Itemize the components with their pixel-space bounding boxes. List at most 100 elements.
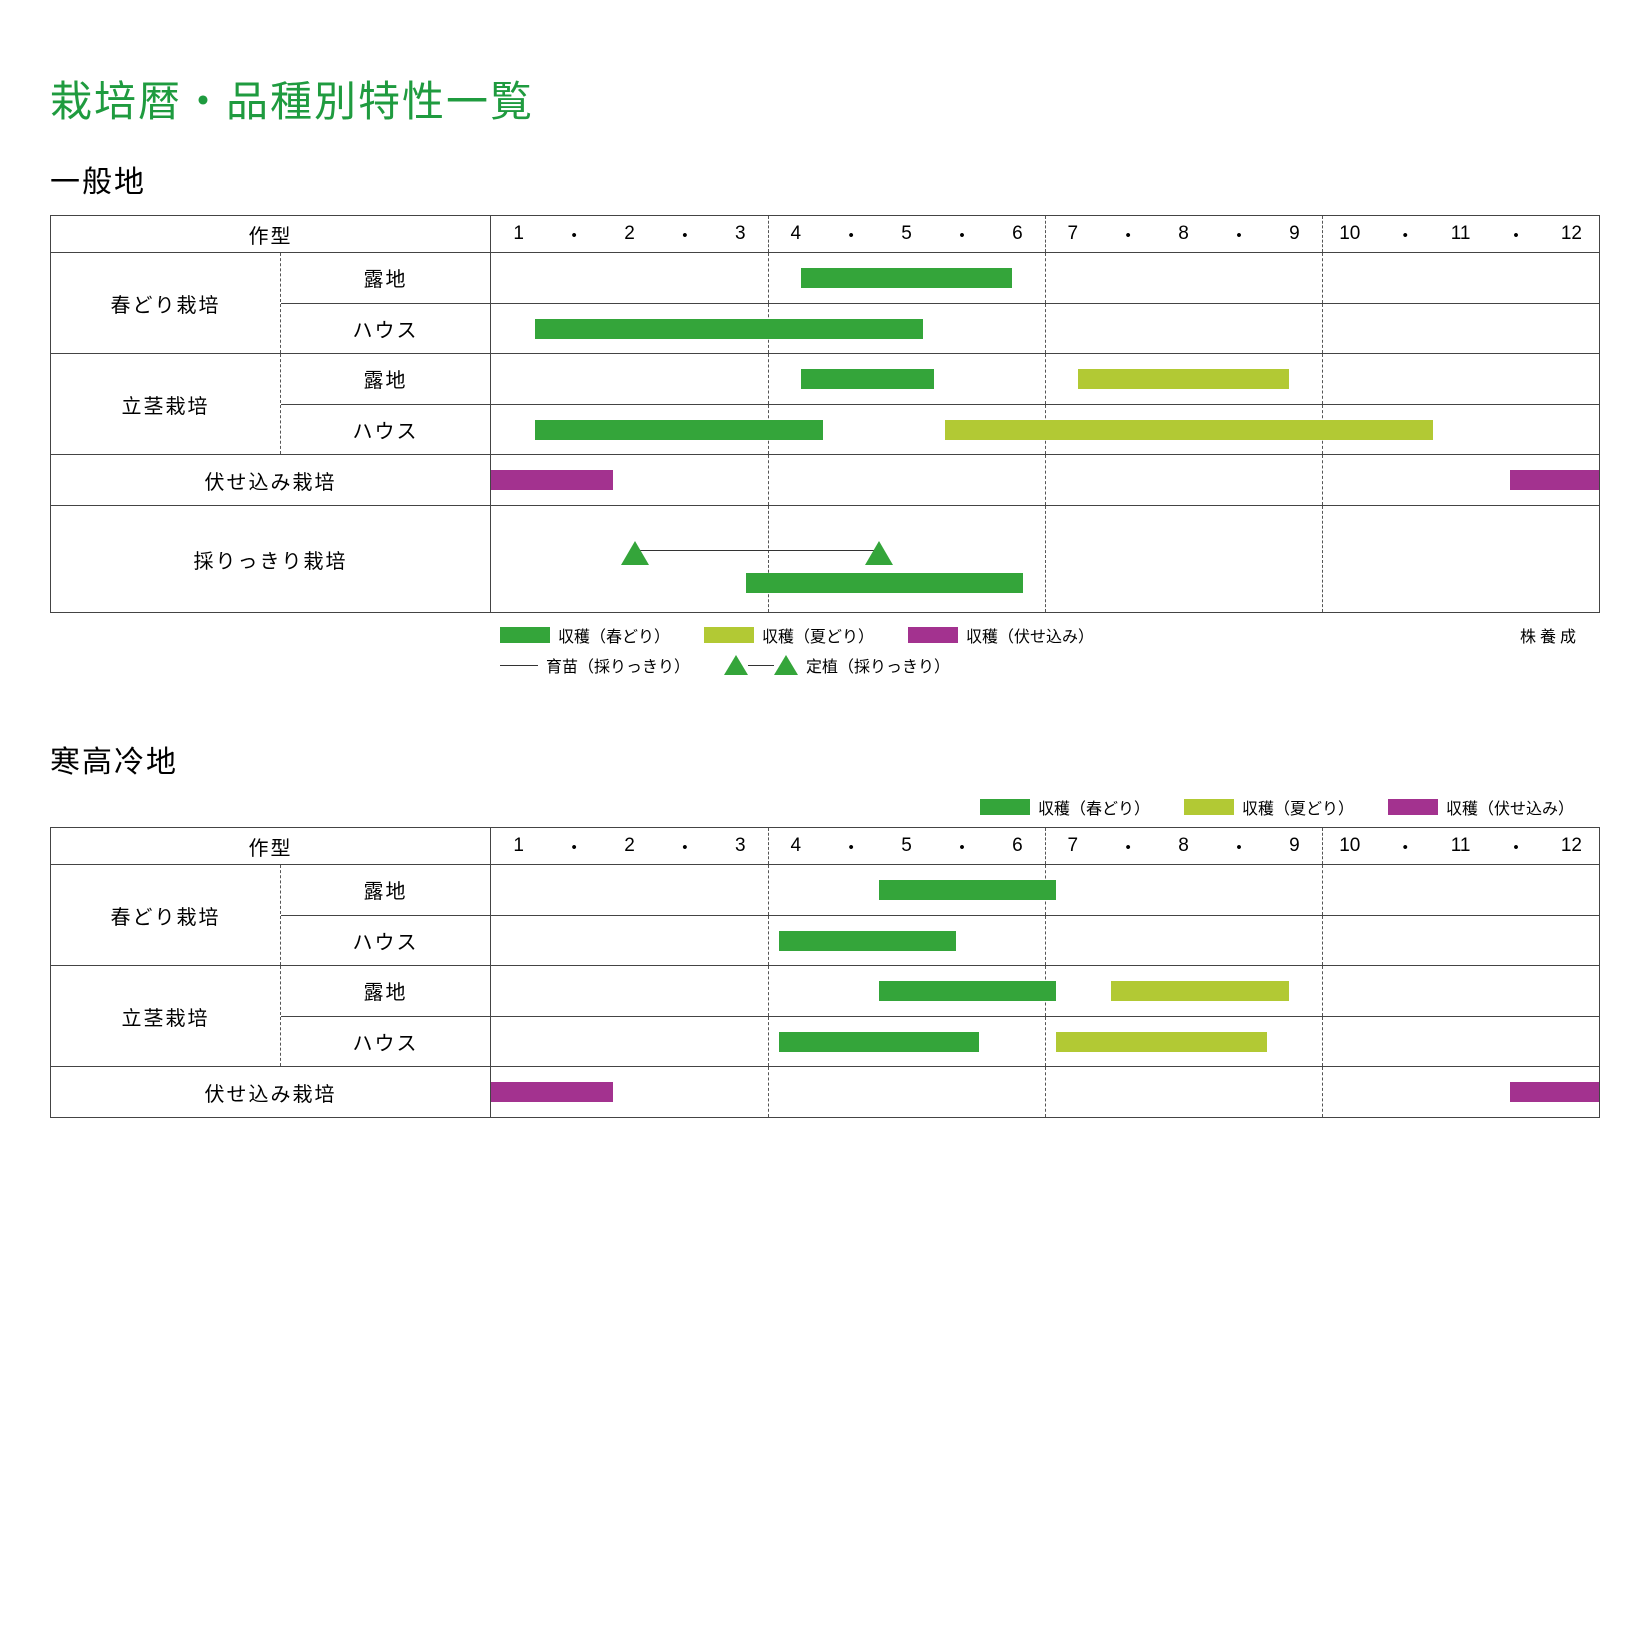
quarter-divider	[768, 966, 769, 1016]
month-label: 10	[1322, 835, 1377, 857]
month-label: ・	[823, 221, 878, 248]
month-label: ・	[657, 221, 712, 248]
quarter-divider	[1045, 828, 1046, 864]
quarter-divider	[1045, 1017, 1046, 1066]
section-title: 寒高冷地	[50, 737, 1600, 781]
month-label: 11	[1433, 223, 1488, 245]
row-category-label: 伏せ込み栽培	[51, 455, 491, 505]
header-label: 作型	[51, 216, 491, 252]
page-title: 栽培暦・品種別特性一覧	[50, 68, 1600, 129]
gantt-bar-summer	[1078, 369, 1289, 389]
month-label: 7	[1045, 835, 1100, 857]
month-label: 10	[1322, 223, 1377, 245]
legend-label: 育苗（採りっきり）	[546, 653, 690, 677]
quarter-divider	[1045, 216, 1046, 252]
month-label: 1	[491, 835, 546, 857]
month-label: 3	[713, 223, 768, 245]
month-label: 4	[768, 835, 823, 857]
seedling-line	[635, 550, 879, 551]
month-label: ・	[1378, 221, 1433, 248]
row-category-label: 採りっきり栽培	[51, 506, 491, 612]
legend: 収穫（春どり） 収穫（夏どり） 収穫（伏せ込み）	[50, 795, 1600, 819]
quarter-divider	[1322, 354, 1323, 404]
month-label: ・	[1100, 221, 1155, 248]
quarter-divider	[768, 916, 769, 965]
month-label: 5	[879, 835, 934, 857]
month-label: ・	[934, 833, 989, 860]
quarter-divider	[768, 253, 769, 303]
row-category-label: 春どり栽培	[51, 865, 281, 965]
month-label: ・	[1488, 221, 1543, 248]
planting-triangle-icon	[621, 541, 649, 565]
legend-swatch-fusekomi	[908, 627, 958, 643]
calendar-section: 寒高冷地収穫（春どり）収穫（夏どり）収穫（伏せ込み）作型1・2・34・5・67・…	[50, 737, 1600, 1118]
month-label: 7	[1045, 223, 1100, 245]
quarter-divider	[1045, 1067, 1046, 1117]
legend-swatch-summer	[704, 627, 754, 643]
table-row: 春どり栽培露地ハウス	[51, 252, 1599, 353]
month-label: ・	[1488, 833, 1543, 860]
gantt-bar-spring	[779, 931, 956, 951]
month-label: ・	[657, 833, 712, 860]
legend-label: 収穫（夏どり）	[1242, 795, 1354, 819]
table-row: 伏せ込み栽培	[51, 454, 1599, 505]
gantt-bar-summer	[1056, 1032, 1267, 1052]
row-sub-label: 露地	[281, 354, 490, 404]
row-sub-label: 露地	[281, 253, 490, 303]
quarter-divider	[768, 1067, 769, 1117]
section-title: 一般地	[50, 157, 1600, 201]
month-label: ・	[823, 833, 878, 860]
legend-label: 収穫（春どり）	[558, 623, 670, 647]
quarter-divider	[1322, 455, 1323, 505]
legend-swatch-spring	[980, 799, 1030, 815]
gantt-bar-summer	[1111, 981, 1288, 1001]
quarter-divider	[1322, 966, 1323, 1016]
quarter-divider	[1322, 1017, 1323, 1066]
legend-label: 収穫（春どり）	[1038, 795, 1150, 819]
legend-swatch-fusekomi	[1388, 799, 1438, 815]
month-label: ・	[546, 221, 601, 248]
legend-line-icon	[500, 665, 538, 666]
month-label: ・	[1211, 221, 1266, 248]
quarter-divider	[1045, 354, 1046, 404]
month-label: 12	[1544, 835, 1599, 857]
month-label: 2	[602, 835, 657, 857]
quarter-divider	[1322, 828, 1323, 864]
row-sub-label: ハウス	[281, 915, 490, 966]
month-label: 12	[1544, 223, 1599, 245]
quarter-divider	[1045, 253, 1046, 303]
quarter-divider	[768, 506, 769, 612]
row-sub-label: 露地	[281, 966, 490, 1016]
calendar-section: 一般地作型1・2・34・5・67・8・910・11・12春どり栽培露地ハウス立茎…	[50, 157, 1600, 677]
row-sub-label: ハウス	[281, 404, 490, 455]
gantt-bar-summer	[945, 420, 1433, 440]
month-label: 6	[990, 223, 1045, 245]
legend-label: 定植（採りっきり）	[806, 653, 950, 677]
quarter-divider	[768, 455, 769, 505]
gantt-bar-spring	[879, 981, 1056, 1001]
month-label: ・	[1378, 833, 1433, 860]
month-label: 11	[1433, 835, 1488, 857]
quarter-divider	[1322, 916, 1323, 965]
legend: 収穫（春どり） 収穫（夏どり） 収穫（伏せ込み） 株養成育苗（採りっきり） 定植（採りっ…	[500, 623, 1600, 677]
legend-label: 収穫（伏せ込み）	[1446, 795, 1574, 819]
quarter-divider	[768, 1017, 769, 1066]
month-label: 4	[768, 223, 823, 245]
quarter-divider	[1045, 506, 1046, 612]
month-label: 1	[491, 223, 546, 245]
legend-label: 収穫（夏どり）	[762, 623, 874, 647]
row-category-label: 立茎栽培	[51, 354, 281, 454]
table-row: 立茎栽培露地ハウス	[51, 965, 1599, 1066]
legend-label: 収穫（伏せ込み）	[966, 623, 1094, 647]
quarter-divider	[1322, 304, 1323, 353]
month-label: 6	[990, 835, 1045, 857]
calendar-chart: 作型1・2・34・5・67・8・910・11・12春どり栽培露地ハウス立茎栽培露…	[50, 827, 1600, 1118]
quarter-divider	[1322, 1067, 1323, 1117]
legend-label-kabuyousei: 株養成	[1520, 623, 1580, 647]
quarter-divider	[1322, 506, 1323, 612]
row-sub-label: ハウス	[281, 303, 490, 354]
table-row: 立茎栽培露地ハウス	[51, 353, 1599, 454]
quarter-divider	[768, 216, 769, 252]
planting-triangle-icon	[865, 541, 893, 565]
gantt-bar-spring	[801, 369, 934, 389]
